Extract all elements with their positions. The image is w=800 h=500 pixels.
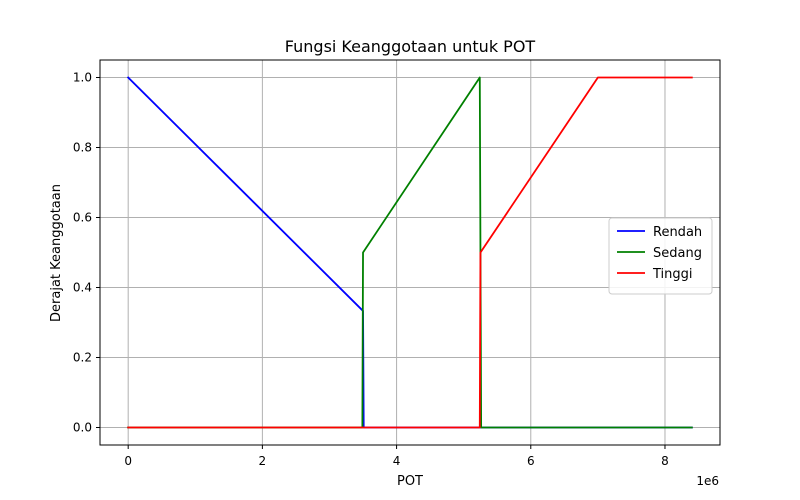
legend: Rendah Sedang Tinggi: [608, 217, 713, 295]
y-tick-label: 0.2: [73, 351, 92, 365]
y-tick-label: 0.8: [73, 141, 92, 155]
x-tick-label: 4: [393, 454, 401, 468]
x-tick-label: 2: [259, 454, 267, 468]
x-tick-label: 6: [527, 454, 535, 468]
x-axis-label: POT: [397, 474, 423, 489]
y-tick-label: 0.0: [73, 421, 92, 435]
series-line-tinggi: [127, 76, 693, 429]
y-tick-label: 0.4: [73, 281, 92, 295]
y-tick-label: 1.0: [73, 71, 92, 85]
legend-label-rendah: Rendah: [653, 225, 702, 240]
series-lines: [126, 76, 693, 429]
plot-frame: [99, 59, 721, 446]
legend-label-sedang: Sedang: [653, 246, 702, 261]
y-tick-label: 0.6: [73, 211, 92, 225]
y-axis-label: Derajat Keanggotaan: [49, 184, 64, 322]
chart-title: Fungsi Keanggotaan untuk POT: [285, 37, 536, 56]
legend-box: [608, 217, 713, 295]
legend-label-tinggi: Tinggi: [652, 267, 693, 282]
x-tick-label: 0: [124, 454, 132, 468]
x-tick-label: 8: [661, 454, 669, 468]
x-axis-offset-label: 1e6: [696, 474, 719, 488]
axis-ticks: 0 2 4 6 8 0.0 0.2 0.4 0.6 0.8 1.0: [73, 71, 669, 469]
